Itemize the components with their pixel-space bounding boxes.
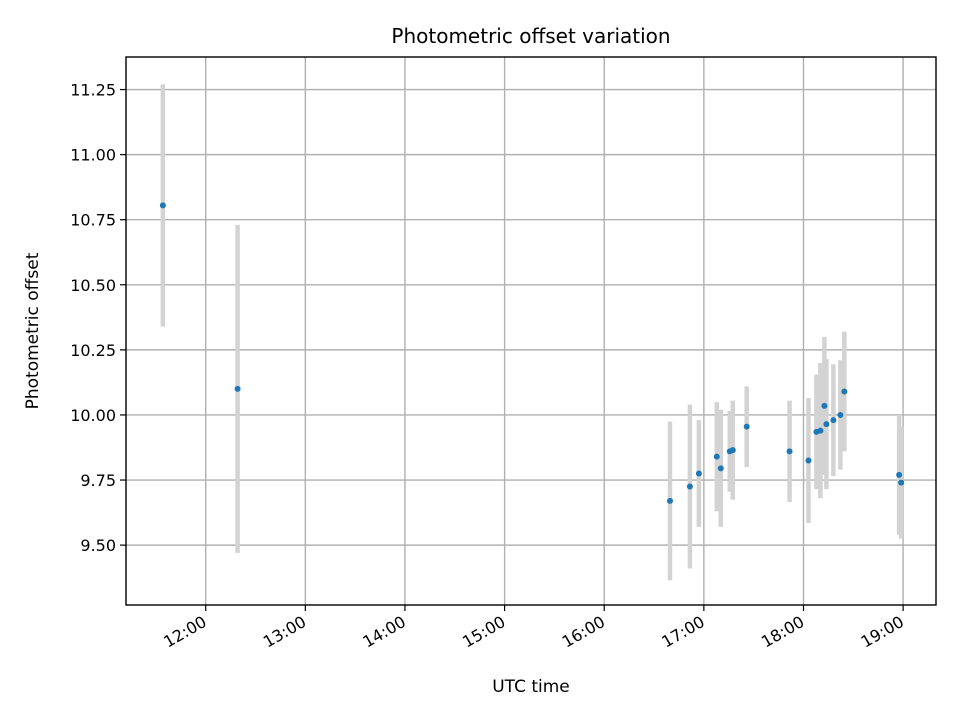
y-tick-label: 9.50 <box>80 536 116 555</box>
data-point <box>898 479 905 486</box>
point-layer <box>159 202 905 504</box>
y-tick-label: 10.50 <box>70 276 116 295</box>
plot-frame <box>125 56 937 606</box>
data-point <box>896 471 903 478</box>
data-point <box>159 202 166 209</box>
data-point <box>821 402 828 409</box>
data-point <box>841 388 848 395</box>
data-point <box>830 417 837 424</box>
data-point <box>713 453 720 460</box>
x-axis-label: UTC time <box>492 677 570 697</box>
data-point <box>717 465 724 472</box>
data-point <box>234 385 241 392</box>
y-axis-label: Photometric offset <box>23 252 43 409</box>
grid-layer <box>126 57 936 605</box>
data-point <box>686 483 693 490</box>
data-point <box>823 421 830 428</box>
data-point <box>805 457 812 464</box>
data-point <box>743 423 750 430</box>
y-tick-label: 11.00 <box>70 146 116 165</box>
y-tick-label: 11.25 <box>70 81 116 100</box>
data-point <box>837 411 844 418</box>
y-tick-label: 10.25 <box>70 341 116 360</box>
y-tick-label: 10.00 <box>70 406 116 425</box>
chart-title: Photometric offset variation <box>391 24 670 48</box>
data-point <box>666 497 673 504</box>
y-tick-label: 10.75 <box>70 211 116 230</box>
data-point <box>786 448 793 455</box>
data-point <box>695 470 702 477</box>
y-tick-label: 9.75 <box>80 471 116 490</box>
data-point <box>729 447 736 454</box>
data-point <box>817 427 824 434</box>
